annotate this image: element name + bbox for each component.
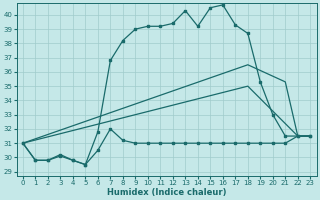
X-axis label: Humidex (Indice chaleur): Humidex (Indice chaleur): [107, 188, 226, 197]
